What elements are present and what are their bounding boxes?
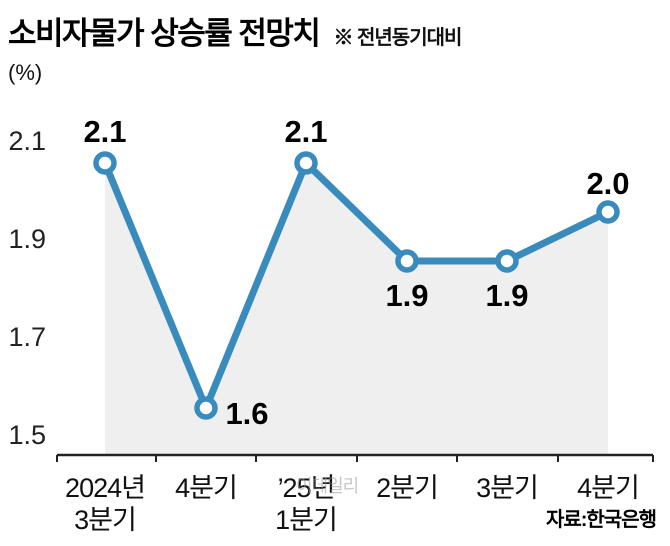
area-fill — [105, 163, 608, 455]
x-tick-label: 3분기 — [476, 473, 538, 503]
data-label: 1.9 — [385, 278, 428, 313]
watermark: 이데일리 — [296, 476, 359, 496]
x-tick-label: 4분기 — [577, 473, 639, 503]
chart-title: 소비자물가 상승률 전망치 — [8, 16, 321, 51]
data-label: 1.9 — [485, 278, 528, 313]
x-tick-label: 1분기 — [275, 505, 337, 535]
source-label: 자료:한국은행 — [545, 509, 657, 531]
y-tick-label: 1.5 — [8, 420, 46, 450]
x-tick-label: 4분기 — [175, 473, 237, 503]
data-point-marker — [294, 151, 318, 175]
x-tick-label: ’25년 — [278, 473, 335, 503]
y-axis-unit-label: (%) — [8, 60, 43, 85]
y-tick-label: 1.9 — [8, 224, 46, 254]
x-tick-label: 2분기 — [376, 473, 438, 503]
data-label: 2.1 — [284, 114, 327, 149]
data-label: 2.1 — [83, 114, 126, 149]
data-point-marker — [194, 396, 218, 420]
y-tick-label: 1.7 — [8, 322, 46, 352]
data-label: 2.0 — [586, 166, 629, 201]
data-point-marker — [596, 200, 620, 224]
line-series — [101, 159, 612, 412]
data-point-marker — [495, 249, 519, 273]
data-label: 1.6 — [225, 396, 268, 431]
chart-header: 소비자물가 상승률 전망치 ※ 전년동기대비 — [8, 8, 462, 53]
y-tick-label: 2.1 — [8, 126, 46, 156]
data-point-marker — [93, 151, 117, 175]
chart-note: ※ 전년동기대비 — [333, 27, 462, 49]
x-tick-label: 2024년 — [65, 473, 145, 503]
data-point-marker — [395, 249, 419, 273]
x-tick-label: 3분기 — [74, 505, 136, 535]
